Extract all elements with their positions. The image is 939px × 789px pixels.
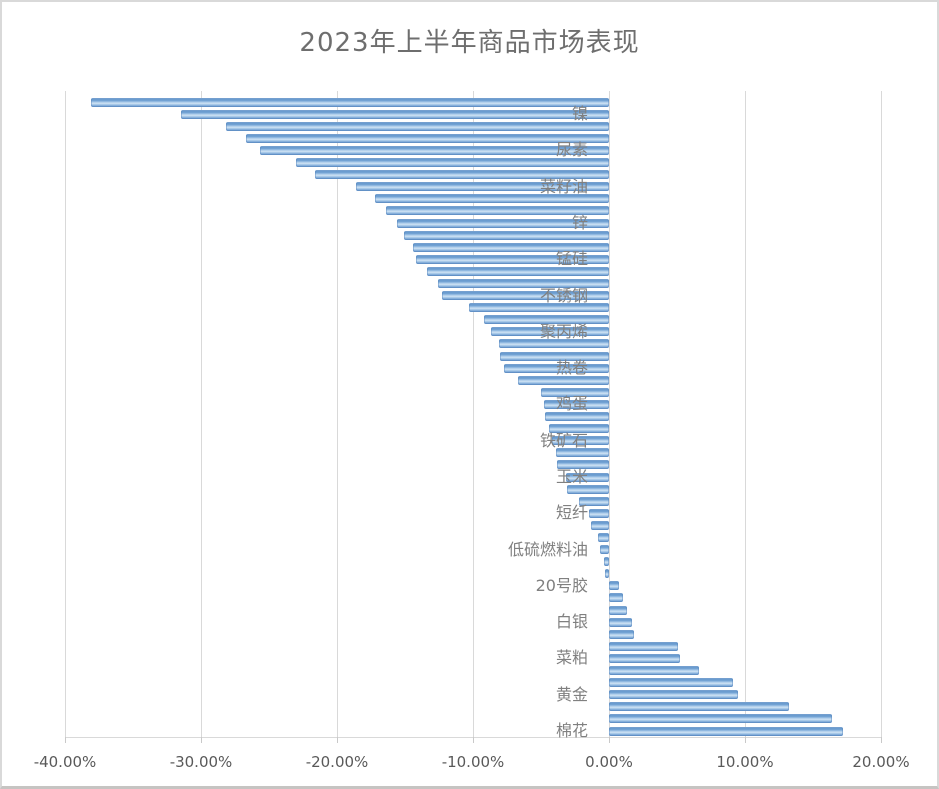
x-tick-label: -40.00% <box>33 753 97 771</box>
bar <box>441 291 609 301</box>
bar <box>541 387 609 397</box>
bar <box>415 254 609 264</box>
category-label: 锰硅 <box>555 249 588 269</box>
gridline <box>745 91 746 737</box>
bar <box>609 653 680 663</box>
category-label: 短纤 <box>555 503 588 523</box>
bar <box>413 242 609 252</box>
bar <box>517 375 609 385</box>
gridline <box>65 91 66 737</box>
x-tick-label: -10.00% <box>441 753 505 771</box>
category-label: 聚丙烯 <box>539 321 588 341</box>
bar <box>609 714 832 724</box>
gridline <box>473 91 474 737</box>
bar <box>498 339 609 349</box>
bar <box>500 351 609 361</box>
bar <box>604 569 609 579</box>
bar <box>504 363 609 373</box>
bar <box>468 303 609 313</box>
x-tick-mark <box>65 737 66 743</box>
x-tick-label: 10.00% <box>716 753 774 771</box>
bar <box>588 508 609 518</box>
category-label: 铁矿石 <box>539 430 588 450</box>
category-label: 20号胶 <box>535 575 588 595</box>
x-tick-mark <box>745 737 746 743</box>
chart-title: 2023年上半年商品市场表现 <box>299 28 640 58</box>
bar <box>386 206 609 216</box>
bar <box>356 182 609 192</box>
bar <box>551 436 609 446</box>
category-label: 低硫燃料油 <box>507 539 588 559</box>
bar <box>609 702 789 712</box>
x-tick-label: -20.00% <box>305 753 369 771</box>
bar <box>375 194 609 204</box>
bar <box>603 557 609 567</box>
bar <box>403 230 609 240</box>
gridline <box>609 91 610 737</box>
bar <box>566 484 609 494</box>
category-label: 白银 <box>555 612 588 632</box>
bar <box>609 726 843 736</box>
gridline <box>337 91 338 737</box>
x-tick-mark <box>609 737 610 743</box>
gridline <box>881 91 882 737</box>
category-label: 镍 <box>571 104 588 124</box>
category-label: 玉米 <box>555 467 588 486</box>
category-label: 黄金 <box>555 684 588 704</box>
bar <box>490 327 609 337</box>
bar <box>609 678 733 688</box>
category-label: 菜籽油 <box>539 176 588 196</box>
bar <box>545 412 609 421</box>
bar <box>599 545 609 554</box>
bar <box>609 617 633 627</box>
bar <box>609 666 699 675</box>
bar <box>437 279 609 288</box>
bar <box>225 121 609 131</box>
bar <box>579 496 609 506</box>
bar <box>591 520 609 530</box>
bar <box>609 641 679 651</box>
category-label: 鸡蛋 <box>555 394 588 414</box>
bar <box>180 109 609 119</box>
x-tick-mark <box>473 737 474 743</box>
bar <box>543 399 609 409</box>
bar <box>598 532 609 542</box>
category-label: 不锈钢 <box>539 285 588 305</box>
bar <box>609 593 623 603</box>
x-tick-label: -30.00% <box>169 753 233 771</box>
bar <box>549 424 609 434</box>
bar <box>315 170 609 180</box>
x-tick-label: 20.00% <box>852 753 910 771</box>
bar <box>557 460 609 470</box>
x-tick-mark <box>881 737 882 743</box>
x-tick-label: 0.00% <box>585 753 633 771</box>
category-label: 锌 <box>571 213 588 232</box>
bar <box>609 605 627 615</box>
x-tick-mark <box>337 737 338 743</box>
bar <box>483 315 609 325</box>
bar <box>90 97 609 107</box>
category-label: 棉花 <box>555 721 588 740</box>
bar <box>609 690 739 700</box>
bar <box>565 472 609 482</box>
category-label: 热卷 <box>555 358 588 378</box>
bar <box>609 629 634 639</box>
bar <box>609 581 619 591</box>
bar <box>396 218 609 228</box>
bar <box>259 145 609 155</box>
category-label: 尿素 <box>555 140 588 160</box>
category-label: 菜粕 <box>555 648 588 668</box>
bar <box>296 158 609 167</box>
bar <box>245 133 609 143</box>
bar <box>426 266 609 276</box>
x-tick-mark <box>201 737 202 743</box>
gridline <box>201 91 202 737</box>
bar <box>556 448 609 458</box>
